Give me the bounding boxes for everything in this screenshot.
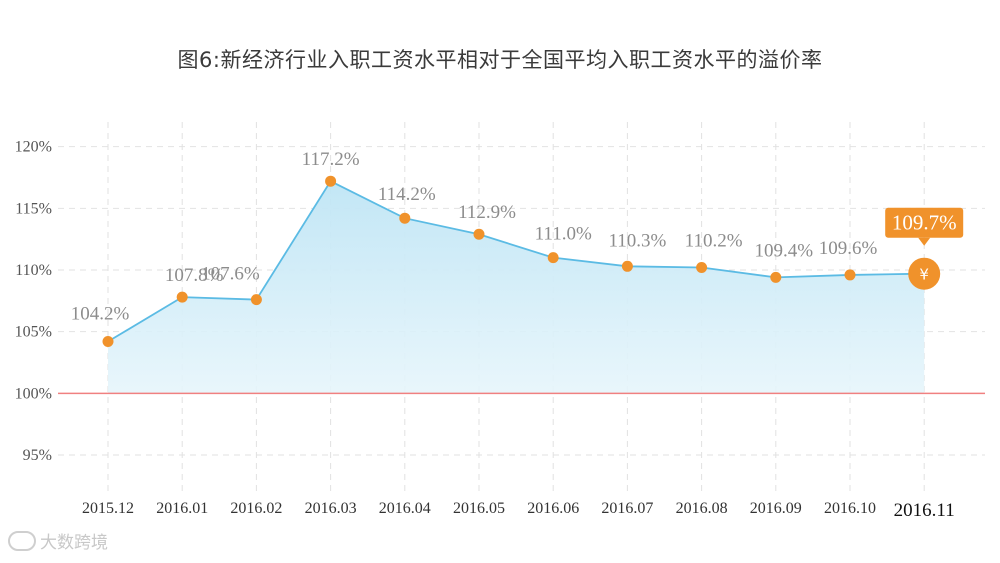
- x-tick-label: 2016.06: [527, 500, 579, 517]
- data-point: [102, 336, 114, 348]
- y-tick-label: 115%: [15, 200, 52, 217]
- yen-icon: ¥: [919, 266, 929, 284]
- data-label: 110.3%: [608, 230, 666, 251]
- callout-label: 109.7%: [892, 211, 957, 235]
- series-line: [107, 180, 925, 343]
- x-tick-label: 2016.04: [379, 500, 431, 517]
- x-tick-label: 2016.08: [676, 500, 728, 517]
- data-point: [770, 271, 782, 283]
- x-tick-label: 2016.09: [750, 500, 802, 517]
- x-tick-label: 2016.11: [894, 500, 955, 521]
- data-point: [844, 269, 856, 281]
- y-tick-label: 100%: [15, 385, 52, 402]
- callout-pointer: [918, 237, 931, 246]
- y-tick-label: 95%: [23, 447, 52, 464]
- data-point: [696, 262, 708, 274]
- y-tick-label: 120%: [15, 139, 52, 156]
- data-label: 117.2%: [302, 149, 360, 170]
- watermark: 大数跨境: [8, 528, 108, 553]
- watermark-logo-icon: [8, 530, 36, 551]
- data-point: [473, 228, 485, 240]
- data-label: 110.2%: [685, 231, 743, 252]
- data-point: [325, 175, 337, 187]
- data-point: [547, 252, 559, 264]
- data-label: 104.2%: [71, 304, 130, 325]
- data-label: 109.6%: [819, 238, 878, 259]
- chart-title: 图6:新经济行业入职工资水平相对于全国平均入职工资水平的溢价率: [177, 48, 823, 72]
- data-point: [250, 294, 262, 306]
- data-point: [176, 291, 188, 303]
- data-label: 112.9%: [458, 202, 516, 223]
- data-point-highlight: [908, 257, 941, 290]
- data-label: 111.0%: [535, 224, 592, 245]
- data-label: 107.6%: [201, 264, 260, 285]
- data-label: 109.4%: [755, 240, 814, 261]
- x-tick-label: 2015.12: [82, 500, 134, 517]
- y-tick-label: 105%: [15, 324, 52, 341]
- x-tick-label: 2016.07: [601, 500, 653, 517]
- area-fill: [108, 181, 925, 394]
- y-tick-label: 110%: [15, 262, 52, 279]
- data-label: 114.2%: [378, 184, 436, 205]
- data-point: [399, 212, 411, 224]
- watermark-text: 大数跨境: [40, 533, 108, 553]
- x-tick-label: 2016.02: [230, 500, 282, 517]
- callout-box: [885, 207, 964, 238]
- x-tick-label: 2016.01: [156, 500, 208, 517]
- data-point: [621, 260, 633, 272]
- data-label: 107.8%: [165, 265, 224, 286]
- x-tick-label: 2016.10: [824, 500, 876, 517]
- x-tick-label: 2016.03: [305, 500, 357, 517]
- x-tick-label: 2016.05: [453, 500, 505, 517]
